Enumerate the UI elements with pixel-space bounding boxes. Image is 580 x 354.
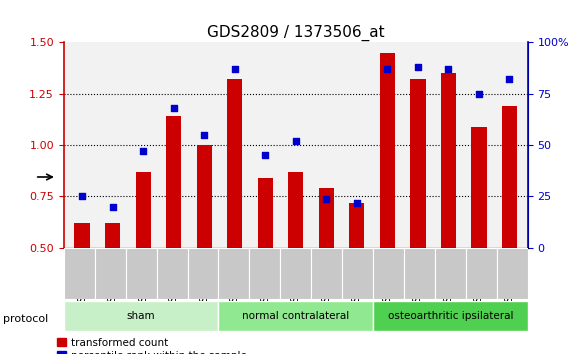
- Point: [505, 76, 514, 82]
- Point: [139, 148, 148, 154]
- Bar: [404, 248, 435, 299]
- Bar: [136, 172, 151, 248]
- Point: [444, 66, 453, 72]
- Bar: [105, 223, 120, 248]
- Point: [169, 105, 178, 111]
- Bar: [197, 145, 212, 248]
- Point: [291, 138, 300, 144]
- Point: [383, 66, 392, 72]
- Bar: [373, 301, 528, 331]
- Bar: [318, 188, 334, 248]
- Bar: [187, 248, 219, 299]
- Bar: [64, 301, 219, 331]
- Bar: [311, 248, 342, 299]
- Bar: [258, 178, 273, 248]
- Point: [260, 153, 270, 158]
- Bar: [349, 202, 364, 248]
- Text: normal contralateral: normal contralateral: [242, 311, 349, 321]
- Bar: [497, 248, 528, 299]
- Bar: [95, 248, 126, 299]
- Bar: [441, 73, 456, 248]
- Bar: [64, 248, 95, 299]
- Bar: [410, 79, 426, 248]
- Bar: [249, 248, 280, 299]
- Point: [414, 64, 423, 70]
- Bar: [157, 248, 187, 299]
- Text: sham: sham: [127, 311, 155, 321]
- Bar: [466, 248, 497, 299]
- Text: osteoarthritic ipsilateral: osteoarthritic ipsilateral: [387, 311, 513, 321]
- Bar: [74, 223, 90, 248]
- Bar: [280, 248, 311, 299]
- Bar: [435, 248, 466, 299]
- Bar: [472, 127, 487, 248]
- Bar: [380, 53, 395, 248]
- Bar: [342, 248, 373, 299]
- Bar: [373, 248, 404, 299]
- Bar: [288, 172, 303, 248]
- Legend: transformed count, percentile rank within the sample: transformed count, percentile rank withi…: [57, 338, 247, 354]
- Bar: [219, 301, 373, 331]
- Point: [474, 91, 484, 97]
- Point: [78, 194, 87, 199]
- Bar: [227, 79, 242, 248]
- Text: protocol: protocol: [3, 314, 48, 324]
- Title: GDS2809 / 1373506_at: GDS2809 / 1373506_at: [207, 25, 385, 41]
- Bar: [219, 248, 249, 299]
- Point: [230, 66, 240, 72]
- Bar: [502, 106, 517, 248]
- Bar: [126, 248, 157, 299]
- Point: [200, 132, 209, 138]
- Point: [108, 204, 117, 210]
- Point: [352, 200, 361, 205]
- Bar: [166, 116, 182, 248]
- Point: [322, 196, 331, 201]
